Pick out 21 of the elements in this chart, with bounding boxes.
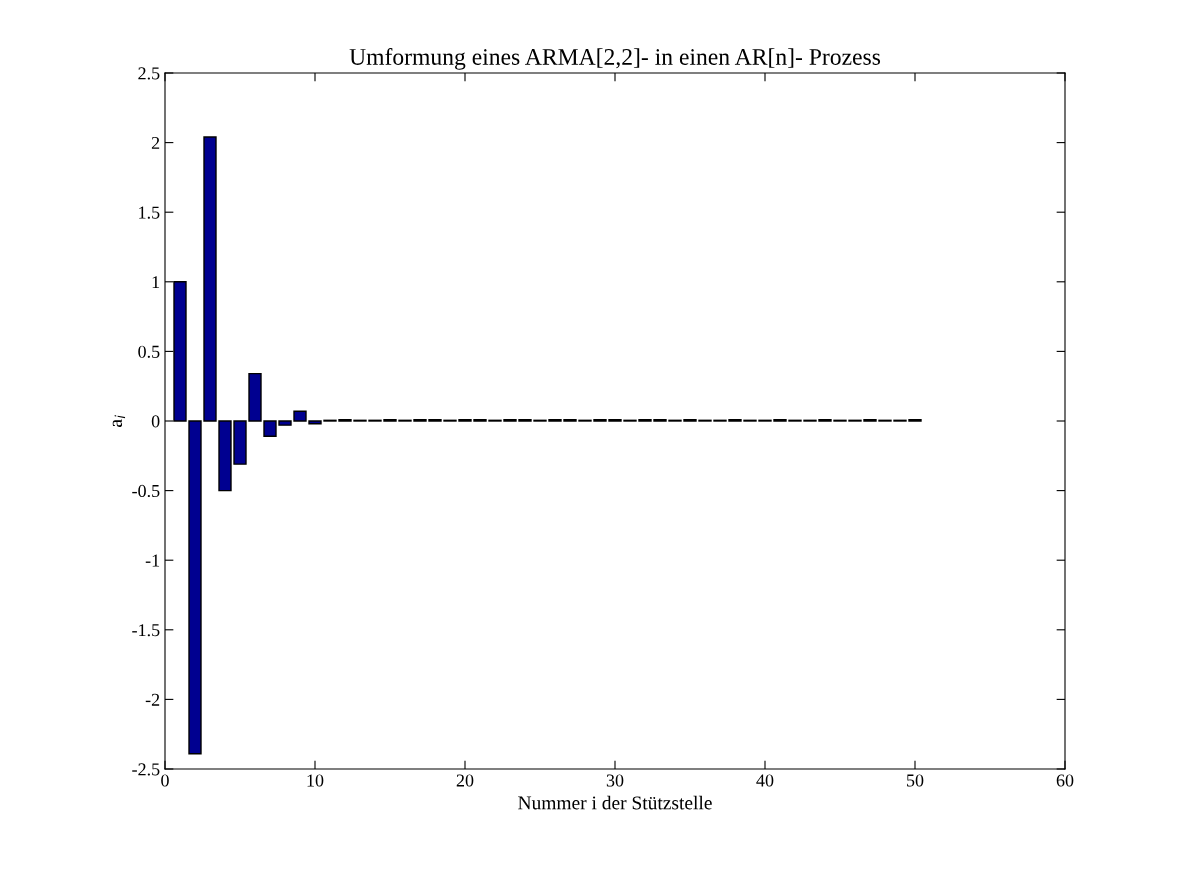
y-tick-label: -2 (145, 693, 160, 706)
x-tick-label: 30 (606, 774, 624, 787)
x-tick-label: 20 (456, 774, 474, 787)
chart-title: Umformung eines ARMA[2,2]- in einen AR[n]- Prozess (349, 48, 881, 70)
x-tick-label: 0 (161, 774, 169, 787)
y-tick-label: -1 (145, 554, 160, 567)
y-axis-title: a$_{i}$ (112, 415, 126, 427)
y-tick-label: -1.5 (132, 624, 160, 637)
x-tick-label: 40 (756, 774, 774, 787)
y-tick-label: -2.5 (132, 763, 160, 776)
x-tick-label: 60 (1056, 774, 1074, 787)
y-tick-label: -0.5 (132, 484, 160, 498)
y-tick-label: 0 (151, 415, 160, 428)
y-tick-label: 1 (152, 276, 160, 289)
x-axis-title: Nummer i der Stützstelle (518, 795, 712, 810)
y-tick-label: 0.5 (138, 345, 160, 358)
y-tick-label: 2.5 (138, 67, 160, 80)
x-tick-label: 50 (907, 774, 924, 787)
y-tick-label: 1.5 (139, 206, 160, 219)
y-tick-label: 2 (151, 136, 160, 149)
x-tick-label: 10 (307, 774, 324, 787)
